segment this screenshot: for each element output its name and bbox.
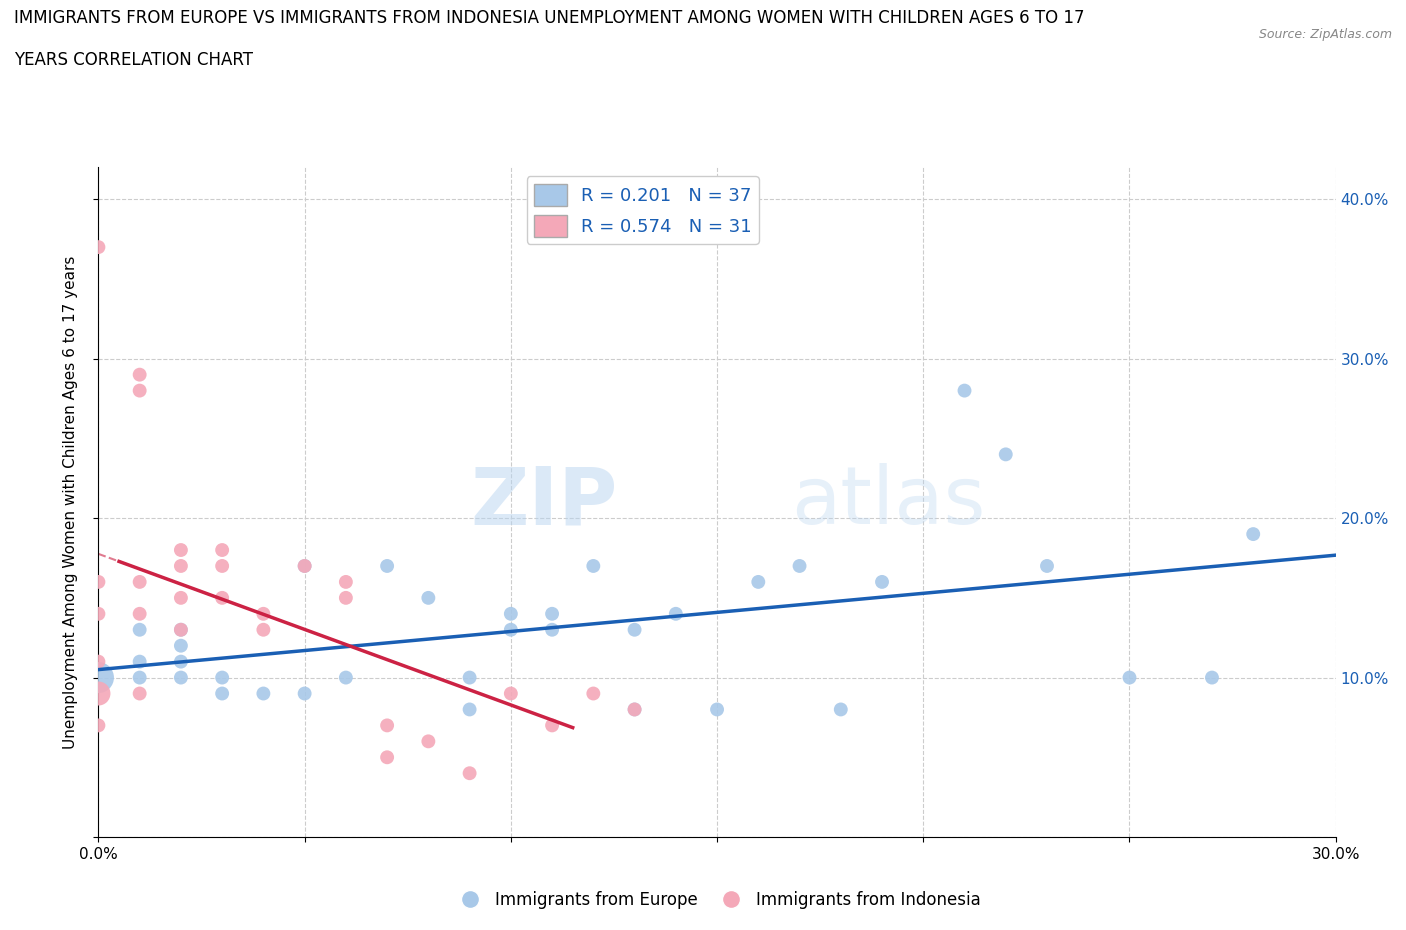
- Point: [582, 559, 605, 574]
- Point: [211, 671, 233, 685]
- Point: [211, 559, 233, 574]
- Point: [623, 702, 645, 717]
- Point: [128, 575, 150, 590]
- Point: [128, 606, 150, 621]
- Text: Source: ZipAtlas.com: Source: ZipAtlas.com: [1258, 28, 1392, 41]
- Point: [170, 591, 193, 605]
- Point: [294, 559, 316, 574]
- Point: [87, 686, 110, 701]
- Point: [1201, 671, 1223, 685]
- Point: [747, 575, 769, 590]
- Point: [294, 686, 316, 701]
- Point: [170, 638, 193, 653]
- Point: [458, 671, 481, 685]
- Point: [623, 702, 645, 717]
- Point: [87, 606, 110, 621]
- Point: [375, 750, 398, 764]
- Point: [335, 671, 357, 685]
- Point: [458, 765, 481, 780]
- Point: [335, 575, 357, 590]
- Point: [87, 718, 110, 733]
- Point: [582, 686, 605, 701]
- Point: [128, 367, 150, 382]
- Point: [128, 383, 150, 398]
- Point: [252, 622, 274, 637]
- Point: [418, 591, 440, 605]
- Point: [375, 718, 398, 733]
- Point: [870, 575, 893, 590]
- Point: [499, 686, 522, 701]
- Point: [375, 559, 398, 574]
- Point: [541, 622, 564, 637]
- Point: [335, 591, 357, 605]
- Point: [541, 718, 564, 733]
- Point: [623, 622, 645, 637]
- Point: [170, 622, 193, 637]
- Point: [87, 240, 110, 255]
- Point: [252, 686, 274, 701]
- Point: [87, 654, 110, 669]
- Point: [665, 606, 688, 621]
- Point: [294, 559, 316, 574]
- Point: [458, 702, 481, 717]
- Legend: Immigrants from Europe, Immigrants from Indonesia: Immigrants from Europe, Immigrants from …: [447, 884, 987, 916]
- Point: [499, 606, 522, 621]
- Point: [953, 383, 976, 398]
- Point: [211, 591, 233, 605]
- Point: [418, 734, 440, 749]
- Point: [211, 686, 233, 701]
- Point: [170, 622, 193, 637]
- Text: atlas: atlas: [792, 463, 986, 541]
- Point: [211, 542, 233, 557]
- Point: [170, 542, 193, 557]
- Point: [830, 702, 852, 717]
- Point: [170, 671, 193, 685]
- Point: [994, 447, 1017, 462]
- Point: [87, 671, 110, 685]
- Point: [128, 671, 150, 685]
- Point: [706, 702, 728, 717]
- Text: YEARS CORRELATION CHART: YEARS CORRELATION CHART: [14, 51, 253, 69]
- Point: [1241, 526, 1264, 541]
- Y-axis label: Unemployment Among Women with Children Ages 6 to 17 years: Unemployment Among Women with Children A…: [63, 256, 77, 749]
- Point: [128, 686, 150, 701]
- Point: [87, 575, 110, 590]
- Text: ZIP: ZIP: [471, 463, 619, 541]
- Point: [1036, 559, 1059, 574]
- Point: [170, 559, 193, 574]
- Point: [170, 654, 193, 669]
- Point: [499, 622, 522, 637]
- Point: [128, 622, 150, 637]
- Point: [789, 559, 811, 574]
- Point: [541, 606, 564, 621]
- Point: [1118, 671, 1140, 685]
- Point: [128, 654, 150, 669]
- Point: [252, 606, 274, 621]
- Text: IMMIGRANTS FROM EUROPE VS IMMIGRANTS FROM INDONESIA UNEMPLOYMENT AMONG WOMEN WIT: IMMIGRANTS FROM EUROPE VS IMMIGRANTS FRO…: [14, 9, 1084, 27]
